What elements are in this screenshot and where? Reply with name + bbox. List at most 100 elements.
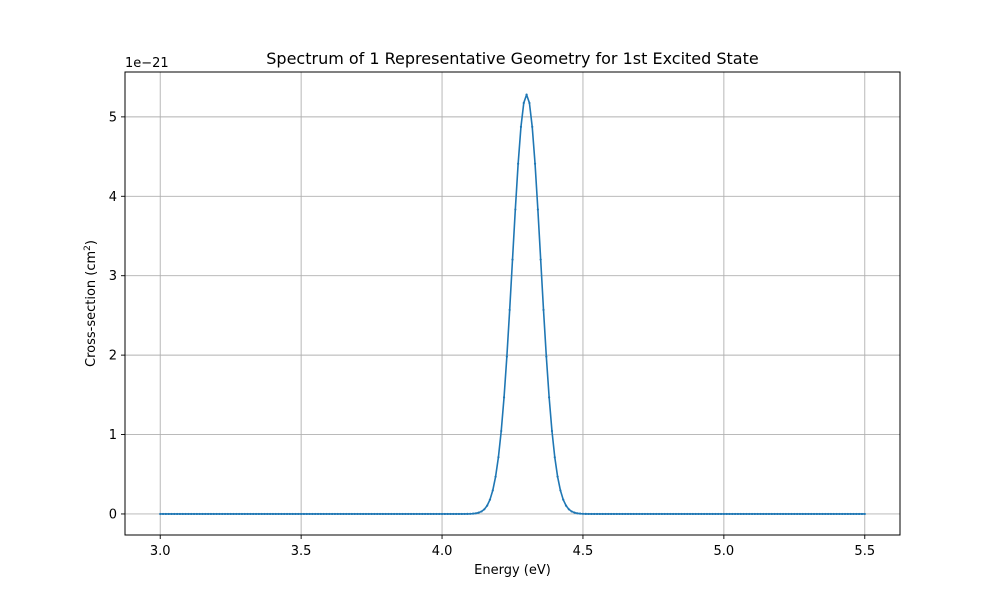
data-point <box>784 512 787 516</box>
data-point <box>567 508 570 511</box>
data-point <box>319 512 322 516</box>
data-point <box>407 512 410 516</box>
x-tick-label: 4.5 <box>573 544 594 559</box>
data-point <box>370 512 373 516</box>
data-point <box>356 512 359 516</box>
data-point <box>285 512 289 516</box>
data-point <box>308 512 311 516</box>
data-point <box>283 512 286 516</box>
data-point <box>176 512 179 516</box>
data-point <box>824 512 827 516</box>
data-point <box>635 512 638 516</box>
data-point <box>773 512 776 516</box>
data-point <box>252 512 255 516</box>
data-point <box>215 512 218 516</box>
data-point <box>494 475 497 478</box>
data-point <box>519 125 523 128</box>
data-point <box>221 512 224 516</box>
data-point <box>269 512 272 516</box>
data-point <box>449 512 452 516</box>
y-tick-label: 4 <box>109 190 117 205</box>
data-point <box>843 512 847 516</box>
data-point <box>601 512 604 516</box>
data-point <box>587 512 590 516</box>
data-point <box>266 512 269 516</box>
data-point <box>254 512 258 516</box>
data-point <box>756 512 759 516</box>
data-point <box>801 512 804 516</box>
data-point <box>455 512 458 516</box>
data-point <box>376 512 379 516</box>
data-point <box>829 512 833 516</box>
data-point <box>705 512 709 516</box>
data-point <box>753 512 756 516</box>
data-point <box>779 512 782 516</box>
data-point <box>542 308 545 311</box>
x-tick-label: 4.0 <box>432 544 453 559</box>
data-point <box>556 475 559 478</box>
data-point <box>474 512 477 515</box>
data-point <box>378 512 382 516</box>
data-point <box>863 512 866 516</box>
data-point <box>688 512 692 516</box>
data-point <box>545 355 548 358</box>
data-point <box>855 512 858 516</box>
data-point <box>505 355 508 358</box>
data-point <box>280 512 283 516</box>
data-point <box>364 512 368 516</box>
data-point <box>660 512 663 516</box>
data-point <box>649 512 652 516</box>
data-point <box>652 512 655 516</box>
data-point <box>300 512 303 516</box>
x-tick-label: 5.0 <box>714 544 735 559</box>
data-point <box>759 512 762 516</box>
data-point <box>263 512 266 516</box>
data-point <box>624 512 627 516</box>
data-point <box>604 512 607 516</box>
data-point <box>240 512 244 516</box>
data-point <box>297 512 300 516</box>
data-point <box>677 512 680 516</box>
data-point <box>598 512 601 516</box>
data-point <box>201 512 204 516</box>
data-point <box>531 125 534 128</box>
data-point <box>486 504 489 507</box>
data-point <box>641 512 644 516</box>
y-tick-label: 2 <box>109 349 117 364</box>
data-point <box>398 512 401 516</box>
data-point <box>714 512 717 516</box>
data-point <box>435 512 438 516</box>
data-point <box>463 512 466 516</box>
data-point <box>522 101 525 105</box>
data-point <box>827 512 830 516</box>
data-point <box>717 512 720 516</box>
data-point <box>514 208 517 211</box>
data-point <box>305 512 308 516</box>
data-point <box>669 512 672 516</box>
data-point <box>731 512 734 516</box>
data-point <box>328 512 331 516</box>
data-point <box>697 512 700 516</box>
data-point <box>790 512 793 516</box>
data-point <box>438 512 441 516</box>
data-point <box>841 512 844 516</box>
data-point <box>184 512 187 516</box>
data-point <box>401 512 404 516</box>
y-axis-label-close: ) <box>84 240 99 245</box>
y-offset-label: 1e−21 <box>125 56 169 71</box>
data-point <box>384 512 387 516</box>
data-point <box>767 512 771 516</box>
data-point <box>243 512 246 516</box>
data-point <box>550 429 554 433</box>
data-point <box>190 512 193 516</box>
data-point <box>229 512 232 516</box>
data-point <box>314 512 317 516</box>
data-point <box>629 512 632 516</box>
data-point <box>159 512 162 516</box>
data-point <box>260 512 263 516</box>
data-point <box>576 512 579 515</box>
data-point <box>683 512 686 516</box>
data-point <box>548 396 551 399</box>
